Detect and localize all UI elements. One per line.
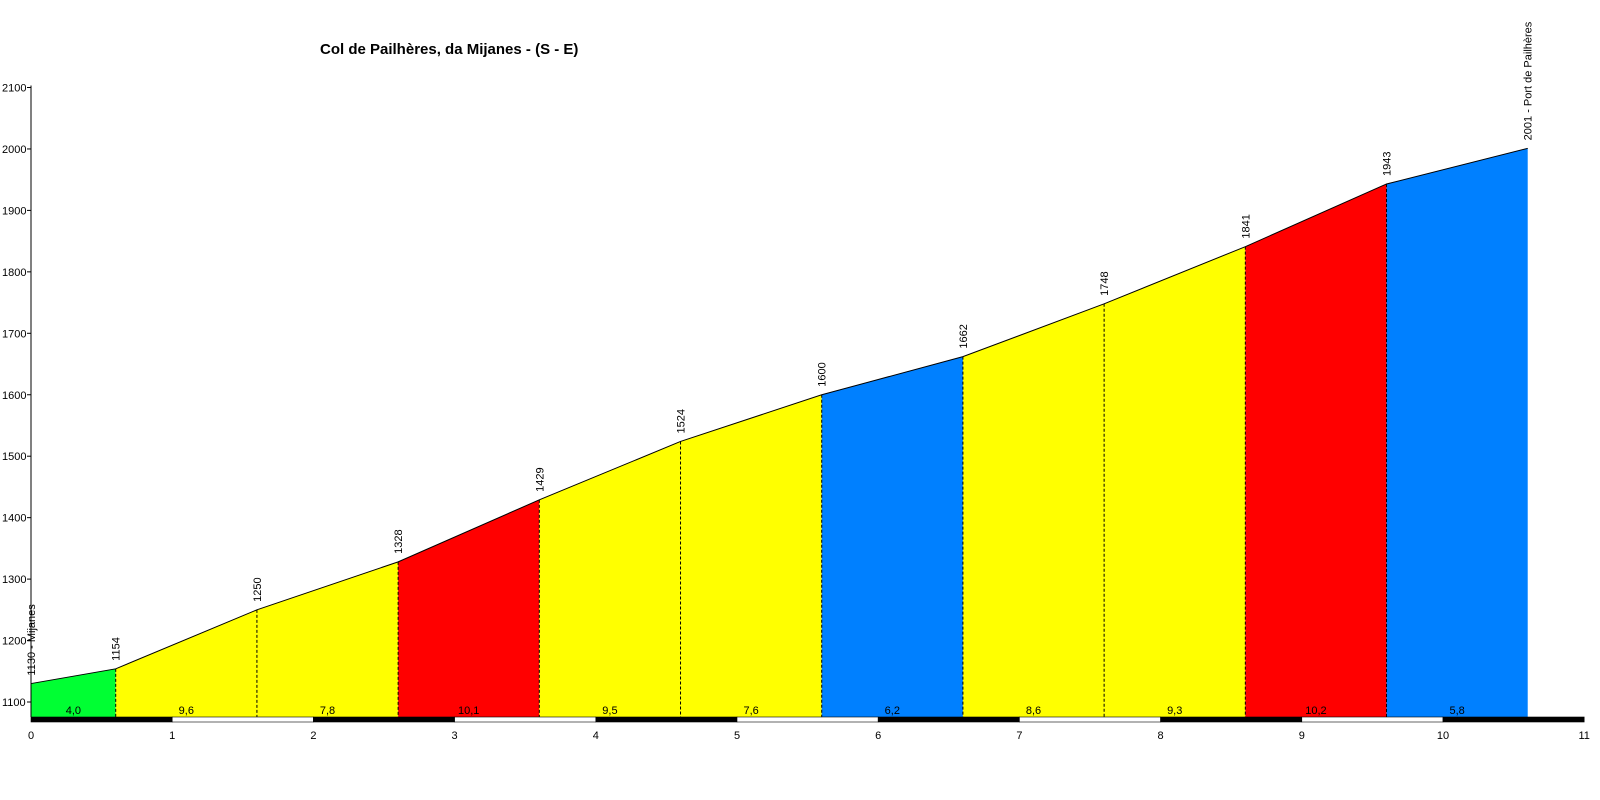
gradient-label: 9,6 xyxy=(179,705,194,717)
km-scale-block xyxy=(1301,716,1444,723)
km-scale-block xyxy=(30,716,173,723)
gradient-label: 10,1 xyxy=(458,705,479,717)
y-tick-label: 2100 xyxy=(2,83,26,95)
elevation-label: 1130 - Mijanes xyxy=(26,604,38,676)
x-tick-label: 2 xyxy=(310,730,316,742)
gradient-label: 10,2 xyxy=(1305,705,1326,717)
km-scale-block xyxy=(736,716,879,723)
x-tick-label: 8 xyxy=(1158,730,1164,742)
segment-fill xyxy=(1386,148,1528,717)
y-tick-label: 1500 xyxy=(2,451,26,463)
x-tick-label: 3 xyxy=(452,730,458,742)
elevation-label: 1943 xyxy=(1382,151,1394,175)
elevation-label: 1429 xyxy=(534,467,546,491)
segment-fill xyxy=(1245,183,1387,717)
gradient-label: 9,5 xyxy=(602,705,617,717)
elevation-label: 1600 xyxy=(817,362,829,386)
x-tick-label: 4 xyxy=(593,730,599,742)
segment-fill xyxy=(539,441,681,717)
elevation-label: 1250 xyxy=(252,577,264,601)
segment-fill xyxy=(398,499,540,717)
segment-fill xyxy=(115,609,257,717)
elevation-label: 1154 xyxy=(111,637,123,661)
x-tick-label: 6 xyxy=(875,730,881,742)
labels-layer: 4,0 9,6 7,8 10,1 9,5 7,6 6,2 8,6 9,3 10,2 5,8 1130 … xyxy=(26,21,1535,717)
elevation-label: 1524 xyxy=(676,409,688,433)
elevation-label: 1841 xyxy=(1240,214,1252,238)
y-tick-label: 1900 xyxy=(2,205,26,217)
y-tick-label: 1400 xyxy=(2,513,26,525)
segment-fill xyxy=(821,356,963,717)
km-scale-block xyxy=(1160,716,1303,723)
km-scale-block xyxy=(1442,716,1585,723)
segments-layer xyxy=(30,147,1528,717)
segment-fill xyxy=(680,394,822,717)
segment-fill xyxy=(31,668,116,717)
y-tick-label: 1200 xyxy=(2,636,26,648)
elevation-label: 2001 - Port de Pailhères xyxy=(1523,21,1535,140)
axes-layer: 1100120013001400150016001700180019002000… xyxy=(2,83,1590,743)
y-tick-label: 1600 xyxy=(2,390,26,402)
gradient-label: 7,8 xyxy=(320,705,335,717)
x-tick-label: 10 xyxy=(1437,730,1449,742)
km-scale-block xyxy=(454,716,597,723)
elevation-label: 1662 xyxy=(958,324,970,348)
km-scale-block xyxy=(877,716,1020,723)
y-tick-label: 1800 xyxy=(2,267,26,279)
x-tick-label: 5 xyxy=(734,730,740,742)
segment-fill xyxy=(1104,246,1246,717)
gradient-label: 6,2 xyxy=(885,705,900,717)
gradient-label: 4,0 xyxy=(66,705,81,717)
elevation-label: 1328 xyxy=(393,529,405,553)
y-tick-label: 1100 xyxy=(2,697,26,709)
gradient-label: 5,8 xyxy=(1449,705,1464,717)
x-tick-label: 7 xyxy=(1016,730,1022,742)
gradient-label: 7,6 xyxy=(743,705,758,717)
elevation-label: 1748 xyxy=(1099,271,1111,295)
x-tick-label: 1 xyxy=(169,730,175,742)
gradient-label: 8,6 xyxy=(1026,705,1041,717)
y-tick-label: 1300 xyxy=(2,574,26,586)
x-tick-label: 9 xyxy=(1299,730,1305,742)
segment-fill xyxy=(256,561,399,717)
km-scale-block xyxy=(595,716,738,723)
y-tick-label: 2000 xyxy=(2,144,26,156)
chart-title: Col de Pailhères, da Mijanes - (S - E) xyxy=(320,41,578,58)
gradient-label: 9,3 xyxy=(1167,705,1182,717)
km-scale-block xyxy=(1019,716,1161,723)
km-scale-block xyxy=(313,716,455,723)
km-scale-block xyxy=(171,716,314,723)
profile-line xyxy=(30,147,1528,685)
segment-fill xyxy=(962,303,1105,717)
x-tick-label: 11 xyxy=(1578,730,1589,742)
x-tick-label: 0 xyxy=(28,730,34,742)
y-tick-label: 1700 xyxy=(2,328,26,340)
